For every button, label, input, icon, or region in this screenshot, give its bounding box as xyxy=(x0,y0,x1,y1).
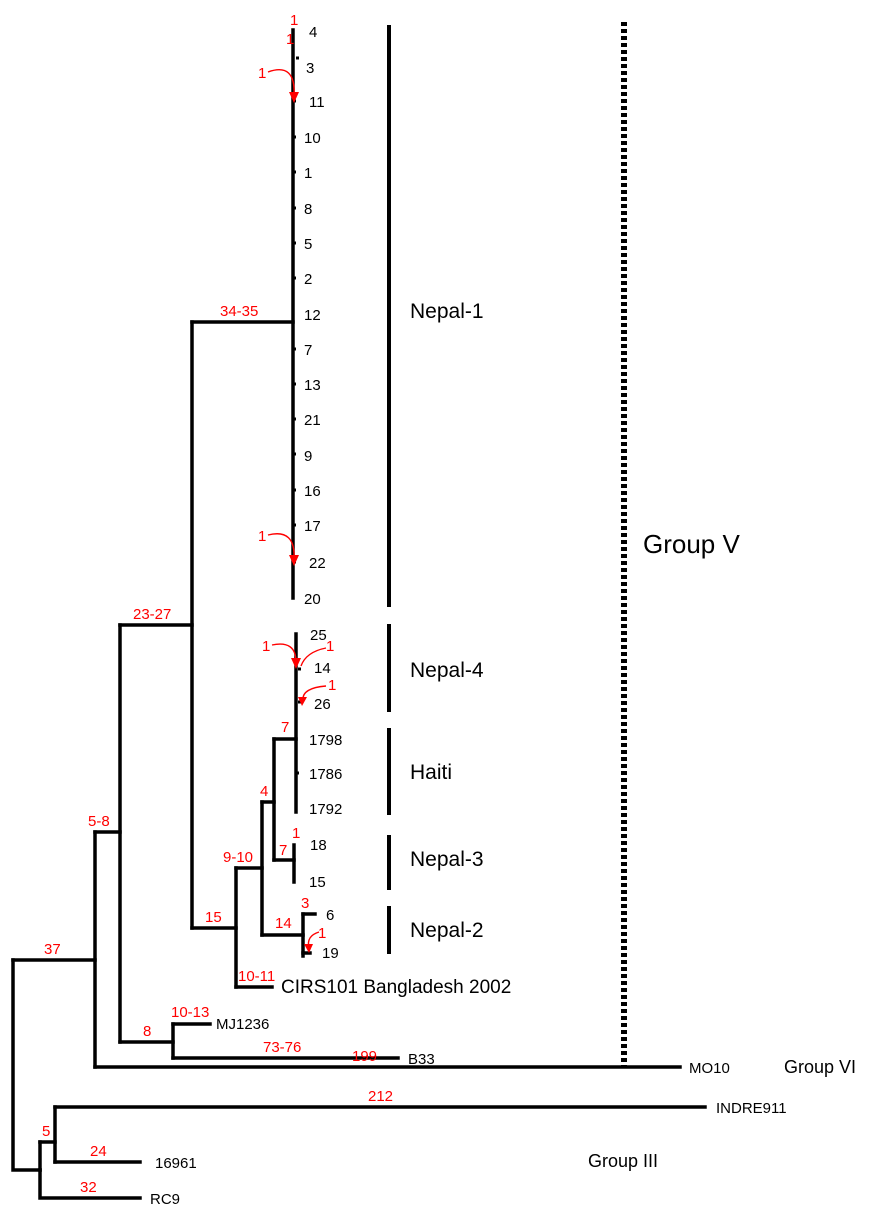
tip-label: 1798 xyxy=(309,732,342,749)
branch-length-label: 7 xyxy=(279,842,287,859)
clade-label-nepal1: Nepal-1 xyxy=(410,300,484,323)
clade-label-nepal2: Nepal-2 xyxy=(410,919,484,942)
tip-label: B33 xyxy=(408,1051,435,1068)
tip-label: 9 xyxy=(304,448,312,465)
tip-label: 4 xyxy=(309,24,317,41)
branch-length-label: 8 xyxy=(143,1023,151,1040)
branch-length-label: 14 xyxy=(275,915,292,932)
branch-length-label: 23-27 xyxy=(133,606,171,623)
branch-length-label: 212 xyxy=(368,1088,393,1105)
group-label-v: Group V xyxy=(643,529,740,559)
branch-length-label: 3 xyxy=(301,895,309,912)
arrowhead-icon xyxy=(291,658,301,669)
tip-label: 12 xyxy=(304,307,321,324)
branch-length-label: 24 xyxy=(90,1143,107,1160)
branch-length-label: 1 xyxy=(286,31,294,48)
tip-label: 17 xyxy=(304,518,321,535)
tree-branches xyxy=(11,28,707,1200)
branch-length-label: 34-35 xyxy=(220,303,258,320)
arrowhead-icon xyxy=(289,92,299,103)
branch-length-label: 1 xyxy=(328,677,336,694)
tip-label: 18 xyxy=(310,837,327,854)
group-label-vi: Group VI xyxy=(784,1057,856,1077)
tip-label: 13 xyxy=(304,377,321,394)
tip-label: 19 xyxy=(322,945,339,962)
tip-label: 1786 xyxy=(309,766,342,783)
tip-label: MJ1236 xyxy=(216,1016,269,1033)
tip-label: 15 xyxy=(309,874,326,891)
tip-label: 1 xyxy=(304,165,312,182)
tip-label: 16961 xyxy=(155,1155,197,1172)
branch-length-label: 10-11 xyxy=(238,968,275,985)
tip-label: 25 xyxy=(310,627,327,644)
arrowhead-icon xyxy=(304,944,313,953)
arrowhead-icon xyxy=(298,697,307,706)
tip-label: CIRS101 Bangladesh 2002 xyxy=(281,977,511,998)
branch-length-label: 1 xyxy=(318,925,326,942)
clade-label-nepal3: Nepal-3 xyxy=(410,848,484,871)
clade-labels: Nepal-1 Nepal-4 Haiti Nepal-3 Nepal-2 Gr… xyxy=(410,300,856,1171)
branch-length-label: 5 xyxy=(42,1123,50,1140)
tip-label: 8 xyxy=(304,201,312,218)
tip-label: 26 xyxy=(314,696,331,713)
branch-length-label: 1 xyxy=(258,528,266,545)
branch-rc9 xyxy=(38,1168,142,1200)
tip-label: RC9 xyxy=(150,1191,180,1205)
tip-labels: 4 3 11 10 1 8 5 2 12 7 13 21 9 16 17 22 … xyxy=(150,24,787,1205)
branch-length-label: 1 xyxy=(258,65,266,82)
arrow-11 xyxy=(267,69,295,97)
branch-length-label: 37 xyxy=(44,941,61,958)
branch-length-label: 9-10 xyxy=(223,849,253,866)
arrow-14b xyxy=(300,647,327,667)
branch-length-labels: 1 1 1 34-35 1 23-27 1 1 1 7 4 1 7 9-10 3… xyxy=(42,12,393,1196)
clade-label-haiti: Haiti xyxy=(410,761,452,784)
tip-label: 16 xyxy=(304,483,321,500)
group-label-iii: Group III xyxy=(588,1151,658,1171)
tip-label: INDRE911 xyxy=(716,1100,787,1117)
branch-length-label: 5-8 xyxy=(88,813,110,830)
mutation-arrows xyxy=(267,69,327,953)
branch-length-label: 1 xyxy=(262,638,270,655)
tip-label: 10 xyxy=(304,130,321,147)
branch-root xyxy=(11,958,42,1172)
branch-length-label: 4 xyxy=(260,783,268,800)
clade-label-nepal4: Nepal-4 xyxy=(410,659,484,682)
tip-label: 21 xyxy=(304,412,321,429)
branch-length-label: 1 xyxy=(326,638,334,655)
tip-label: 3 xyxy=(306,60,314,77)
tip-label: 20 xyxy=(304,591,321,608)
branch-length-label: 15 xyxy=(205,909,222,926)
tip-label: 11 xyxy=(309,94,325,111)
branch-length-label: 10-13 xyxy=(171,1004,209,1021)
tip-label: MO10 xyxy=(689,1060,730,1077)
tip-label: 14 xyxy=(314,660,331,677)
tip-label: 6 xyxy=(326,907,334,924)
branch-length-label: 1 xyxy=(290,12,298,29)
branch-length-label: 73-76 xyxy=(263,1039,301,1056)
clade-bars xyxy=(387,22,627,1066)
tip-label: 5 xyxy=(304,236,312,253)
branch-length-label: 199 xyxy=(352,1048,377,1065)
branch-length-label: 7 xyxy=(281,719,289,736)
branch-length-label: 32 xyxy=(80,1179,97,1196)
branch-length-label: 1 xyxy=(292,825,300,842)
tip-label: 22 xyxy=(309,555,326,572)
tip-label: 7 xyxy=(304,342,312,359)
tip-label: 2 xyxy=(304,271,312,288)
arrowhead-icon xyxy=(289,555,299,566)
tip-label: 1792 xyxy=(309,801,342,818)
